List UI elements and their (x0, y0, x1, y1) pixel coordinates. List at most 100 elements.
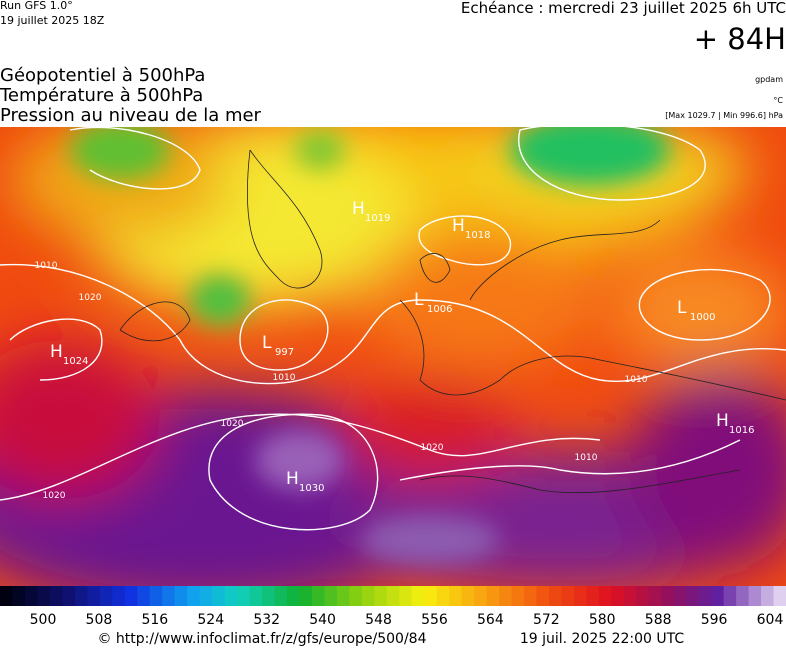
center-letter: L (262, 333, 272, 353)
colorbar-swatch (237, 586, 251, 606)
isobar-label: 1020 (79, 293, 102, 303)
colorbar-tick-label: 556 (421, 612, 448, 628)
center-letter: H (716, 411, 729, 431)
generated-time: 19 juil. 2025 22:00 UTC (520, 631, 685, 647)
isobar-label: 1020 (221, 419, 244, 429)
colorbar-swatch (224, 586, 238, 606)
field-label: Température à 500hPa (0, 85, 203, 106)
colorbar-tick-label: 596 (701, 612, 728, 628)
colorbar-tick-label: 508 (86, 612, 113, 628)
colorbar-swatch (324, 586, 338, 606)
field-label: Géopotentiel à 500hPa (0, 65, 205, 86)
unit-label: gpdam (755, 75, 783, 84)
colorbar-swatch (137, 586, 151, 606)
center-value: 1024 (63, 356, 88, 367)
colorbar-swatch (374, 586, 388, 606)
colorbar-swatch (698, 586, 712, 606)
colorbar-swatch (336, 586, 350, 606)
colorbar-swatch (461, 586, 475, 606)
center-value: 1030 (299, 483, 324, 494)
isobar-label: 1010 (625, 375, 648, 385)
forecast-time: Echéance : mercredi 23 juillet 2025 6h U… (461, 0, 786, 17)
center-value: 1006 (427, 304, 452, 315)
colorbar: 500 508 516 524 532 540 548 556 564 572 580 588 596 6… (0, 586, 786, 628)
colorbar-swatch (711, 586, 725, 606)
center-letter: L (414, 290, 424, 310)
colorbar-tick-label: 572 (533, 612, 560, 628)
colorbar-swatch (573, 586, 587, 606)
colorbar-swatch (623, 586, 637, 606)
colorbar-swatch (661, 586, 675, 606)
colorbar-swatch (349, 586, 363, 606)
colorbar-swatch (598, 586, 612, 606)
colorbar-swatch (361, 586, 375, 606)
colorbar-swatch (611, 586, 625, 606)
colorbar-tick-label: 540 (309, 612, 336, 628)
colorbar-swatch (673, 586, 687, 606)
center-value: 1018 (465, 230, 490, 241)
colorbar-swatch (399, 586, 413, 606)
center-letter: H (286, 469, 299, 489)
colorbar-swatch (12, 586, 26, 606)
colorbar-swatch (124, 586, 138, 606)
colorbar-swatch (648, 586, 662, 606)
colorbar-swatch (311, 586, 325, 606)
colorbar-swatch (174, 586, 188, 606)
colorbar-tick-label: 580 (589, 612, 616, 628)
center-letter: L (677, 298, 687, 318)
center-value: 1016 (729, 425, 754, 436)
map-field (0, 127, 786, 586)
isobar-label: 1020 (43, 491, 66, 501)
center-value: 1000 (690, 312, 715, 323)
colorbar-swatch (736, 586, 750, 606)
colorbar-swatch (561, 586, 575, 606)
center-letter: H (50, 342, 63, 362)
lead-time: + 84H (694, 22, 786, 56)
colorbar-swatch (474, 586, 488, 606)
colorbar-swatch (636, 586, 650, 606)
colorbar-swatch (37, 586, 51, 606)
colorbar-swatch (524, 586, 537, 606)
colorbar-swatch (24, 586, 38, 606)
colorbar-swatch (249, 586, 263, 606)
colorbar-swatch (262, 586, 275, 606)
colorbar-swatch (386, 586, 400, 606)
center-letter: H (352, 199, 365, 219)
colorbar-swatch (436, 586, 450, 606)
colorbar-tick-label: 588 (645, 612, 672, 628)
colorbar-swatch (499, 586, 513, 606)
colorbar-swatch (87, 586, 101, 606)
run-label: Run GFS 1.0° (0, 0, 73, 12)
colorbar-swatch (748, 586, 762, 606)
colorbar-swatch (162, 586, 176, 606)
colorbar-swatch (99, 586, 113, 606)
extremes-label: [Max 1029.7 | Min 996.6] hPa (665, 111, 783, 120)
colorbar-swatch (299, 586, 313, 606)
unit-label: °C (773, 96, 783, 105)
colorbar-swatch (449, 586, 463, 606)
source-url: © http://www.infoclimat.fr/z/gfs/europe/… (97, 631, 426, 647)
colorbar-swatch (149, 586, 163, 606)
colorbar-swatch (773, 586, 786, 606)
center-letter: H (452, 216, 465, 236)
colorbar-swatch (761, 586, 775, 606)
colorbar-swatch (424, 586, 438, 606)
colorbar-swatch (112, 586, 126, 606)
colorbar-tick-label: 532 (253, 612, 280, 628)
center-value: 997 (275, 347, 294, 358)
colorbar-swatch (411, 586, 425, 606)
colorbar-swatch (74, 586, 88, 606)
colorbar-tick-label: 500 (30, 612, 57, 628)
colorbar-tick-label: 548 (365, 612, 392, 628)
field-label: Pression au niveau de la mer (0, 105, 262, 126)
colorbar-tick-label: 524 (197, 612, 224, 628)
isobar-label: 1020 (421, 443, 444, 453)
colorbar-swatch (536, 586, 550, 606)
colorbar-swatch (286, 586, 300, 606)
coastlines (119, 149, 786, 494)
isobar-label: 1010 (273, 373, 296, 383)
colorbar-swatch (548, 586, 562, 606)
colorbar-swatch (62, 586, 76, 606)
